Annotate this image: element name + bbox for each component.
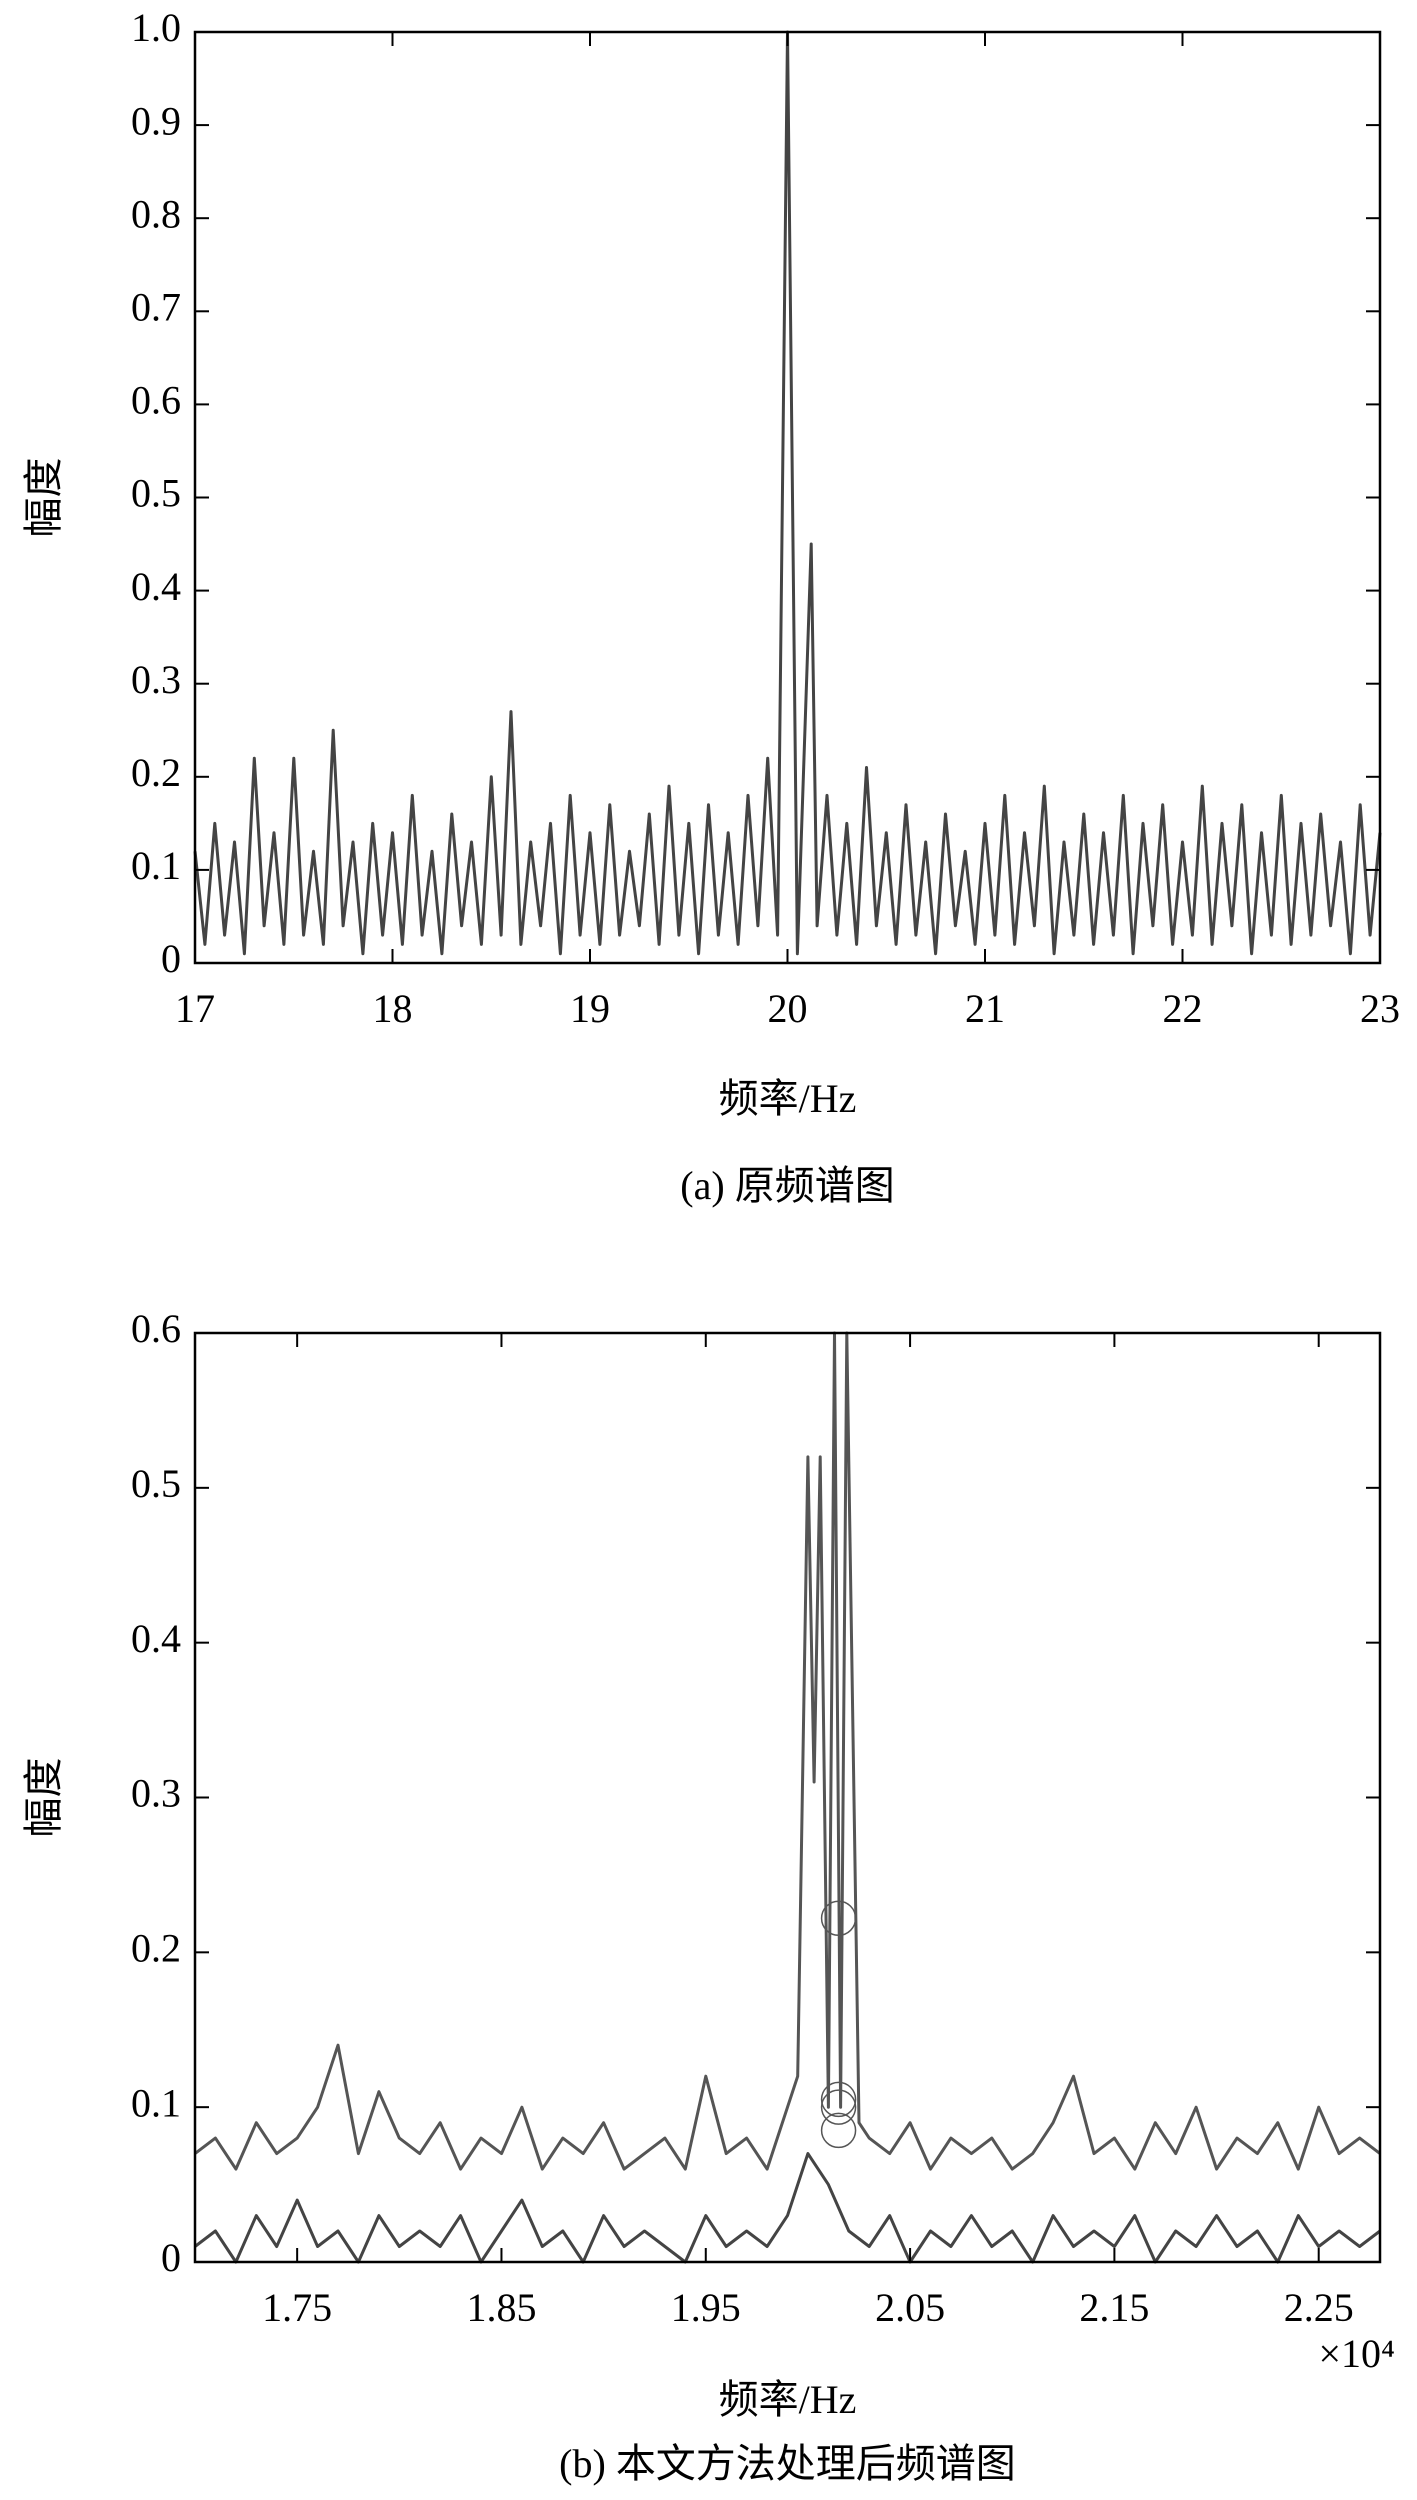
y-tick-label: 0.3 [131, 1771, 181, 1816]
y-tick-label: 0.4 [131, 564, 181, 609]
y-tick-label: 0 [161, 2235, 181, 2280]
y-tick-label: 0.5 [131, 471, 181, 516]
marker [820, 1900, 857, 1937]
y-tick-label: 0.3 [131, 657, 181, 702]
x-tick-label: 18 [373, 986, 413, 1031]
x-tick-label: 20 [768, 986, 808, 1031]
y-tick-label: 0.7 [131, 284, 181, 329]
marker [820, 2089, 857, 2125]
x-tick-label: 1.95 [671, 2285, 741, 2330]
y-tick-label: 1.0 [131, 5, 181, 50]
x-tick-label: 22 [1163, 986, 1203, 1031]
x-tick-label: 2.05 [875, 2285, 945, 2330]
x-tick-label: 1.85 [466, 2285, 536, 2330]
marker [820, 2081, 857, 2118]
y-tick-label: 0.6 [131, 378, 181, 423]
y-axis-label: 幅度 [21, 1758, 66, 1838]
caption: (b) 本文方法处理后频谱图 [559, 2441, 1016, 2486]
y-tick-label: 0.1 [131, 2080, 181, 2125]
y-tick-label: 0.9 [131, 98, 181, 143]
y-tick-label: 0.8 [131, 191, 181, 236]
x-tick-label: 21 [965, 986, 1005, 1031]
x-axis-label: 频率/Hz [719, 2377, 857, 2422]
y-axis-label: 幅度 [21, 458, 66, 538]
y-tick-label: 0.4 [131, 1616, 181, 1661]
series-line [193, 30, 1382, 956]
y-tick-label: 0.2 [131, 1926, 181, 1971]
x-tick-label: 23 [1360, 986, 1400, 1031]
caption: (a) 原频谱图 [680, 1163, 894, 1208]
x-multiplier: ×10⁴ [1318, 2331, 1395, 2376]
y-tick-label: 0.5 [131, 1461, 181, 1506]
series-line [194, 2152, 1381, 2264]
x-tick-label: 17 [175, 986, 215, 1031]
y-tick-label: 0 [161, 936, 181, 981]
x-tick-label: 19 [570, 986, 610, 1031]
y-tick-label: 0.2 [131, 750, 181, 795]
y-tick-label: 0.6 [131, 1306, 181, 1351]
y-tick-label: 0.1 [131, 843, 181, 888]
x-tick-label: 2.15 [1079, 2285, 1149, 2330]
marker [820, 2112, 857, 2149]
x-axis-label: 频率/Hz [719, 1076, 857, 1121]
x-tick-label: 2.25 [1284, 2285, 1354, 2330]
series-line [194, 1331, 1381, 2171]
x-tick-label: 1.75 [262, 2285, 332, 2330]
